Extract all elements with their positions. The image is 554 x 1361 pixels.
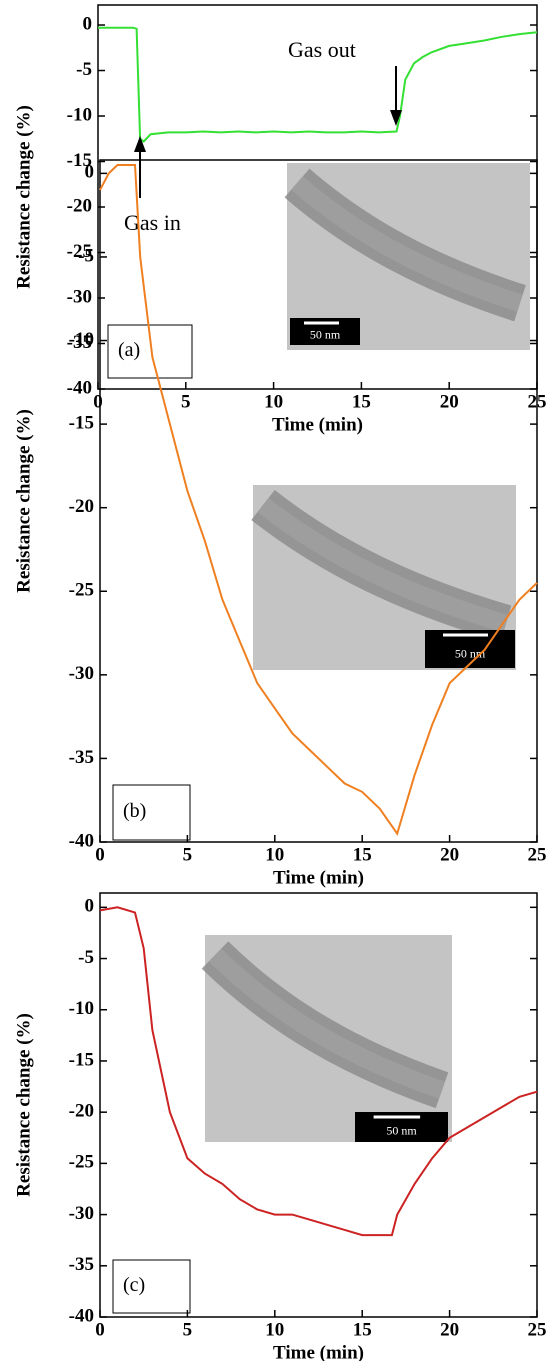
y-tick-label: -10 (69, 329, 94, 350)
y-tick-label: -25 (69, 1152, 94, 1173)
panel-label: (c) (123, 1274, 145, 1296)
y-tick-label: 0 (85, 162, 95, 183)
y-axis-label: Resistance change (%) (13, 105, 34, 289)
x-tick-label: 5 (183, 844, 193, 865)
y-tick-label: -5 (78, 947, 94, 968)
annotation-arrowhead (134, 136, 146, 152)
y-tick-label: -5 (76, 59, 92, 80)
x-tick-label: 5 (183, 1319, 193, 1340)
scale-label: 50 nm (386, 1123, 417, 1137)
y-tick-label: -20 (69, 1101, 94, 1122)
y-tick-label: -20 (69, 496, 94, 517)
scale-label: 50 nm (310, 327, 341, 341)
y-tick-label: -15 (69, 412, 94, 433)
y-axis-label: Resistance change (%) (13, 409, 34, 593)
y-tick-label: -10 (69, 998, 94, 1019)
y-tick-label: 0 (83, 13, 93, 34)
x-tick-label: 20 (440, 391, 459, 412)
y-tick-label: -40 (69, 830, 94, 851)
x-tick-label: 15 (353, 844, 372, 865)
x-tick-label: 15 (352, 391, 371, 412)
x-axis-label: Time (min) (273, 1342, 364, 1361)
x-tick-label: 25 (528, 1319, 547, 1340)
x-axis-label: Time (min) (272, 414, 363, 435)
y-axis-label: Resistance change (%) (13, 1013, 34, 1197)
x-tick-label: 0 (95, 1319, 105, 1340)
x-tick-label: 5 (181, 391, 191, 412)
annotation: Gas in (124, 210, 181, 235)
y-tick-label: -30 (69, 663, 94, 684)
panel-label: (a) (118, 339, 140, 361)
x-tick-label: 0 (95, 844, 105, 865)
x-tick-label: 20 (440, 1319, 459, 1340)
y-tick-label: -15 (69, 1049, 94, 1070)
x-tick-label: 10 (264, 391, 283, 412)
x-tick-label: 20 (440, 844, 459, 865)
y-tick-label: -35 (69, 747, 94, 768)
y-tick-label: -30 (69, 1203, 94, 1224)
y-tick-label: -30 (67, 286, 92, 307)
x-tick-label: 15 (353, 1319, 372, 1340)
y-tick-label: 0 (85, 896, 95, 917)
y-tick-label: -40 (67, 377, 92, 398)
x-tick-label: 25 (528, 844, 547, 865)
y-tick-label: -25 (69, 580, 94, 601)
y-tick-label: -5 (78, 245, 94, 266)
panel-label: (b) (123, 800, 146, 822)
x-tick-label: 10 (265, 1319, 284, 1340)
y-tick-label: -35 (69, 1254, 94, 1275)
y-tick-label: -40 (69, 1305, 94, 1326)
figure: 50 nm(a)0-5-10-15-20-25-30-35-4005101520… (0, 0, 554, 1361)
y-tick-label: -20 (67, 195, 92, 216)
annotation: Gas out (288, 37, 356, 62)
x-tick-label: 10 (265, 844, 284, 865)
x-axis-label: Time (min) (273, 867, 364, 888)
y-tick-label: -10 (67, 104, 92, 125)
x-tick-label: 0 (93, 391, 103, 412)
